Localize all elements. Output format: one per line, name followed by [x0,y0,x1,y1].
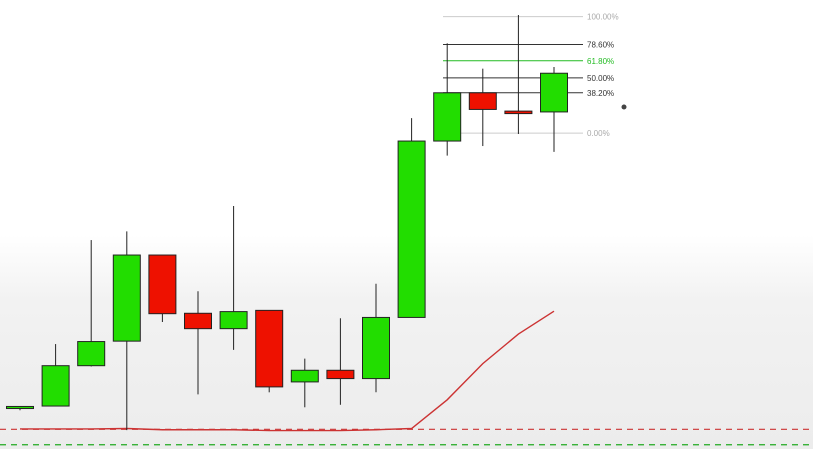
candle-10 [362,283,390,393]
candle-body-15 [540,72,568,113]
candle-8 [290,358,319,408]
candle-body-7 [255,309,284,388]
fib-level-label-5: 0.00% [587,129,610,138]
candle-body-11 [397,140,426,318]
candle-12 [433,43,462,156]
fib-level-label-4: 38.20% [587,89,614,98]
candles-group [6,15,568,431]
candle-9 [326,318,355,405]
fib-level-label-3: 50.00% [587,74,614,83]
candle-body-12 [433,92,462,142]
candle-1 [41,344,70,407]
indicator-line [20,310,555,432]
candle-body-10 [362,316,390,380]
candle-body-4 [148,254,177,315]
candle-body-5 [184,312,212,330]
indicator-group [0,310,813,446]
candle-body-9 [326,369,355,380]
candle-6 [219,205,248,350]
fib-level-label-1: 78.60% [587,41,614,50]
candle-body-0 [6,405,34,410]
candle-body-6 [219,311,248,330]
candle-body-1 [41,365,70,407]
candle-3 [112,231,141,431]
candle-body-14 [504,110,533,115]
candle-body-8 [290,369,319,383]
candle-2 [77,240,106,367]
candle-7 [255,309,284,393]
cursor-dot-icon [621,104,627,110]
cursor-group [621,104,627,110]
candle-body-13 [468,92,497,110]
candle-13 [468,68,497,147]
candle-5 [184,291,212,395]
fib-retracement-group: 100.00% 78.60% 61.80% 50.00% 38.20% 0.00% [443,13,619,138]
candle-4 [148,254,177,323]
candle-0 [6,405,34,411]
candle-11 [397,118,426,318]
candle-body-3 [112,254,141,342]
candle-15 [540,67,568,152]
fib-level-label-2: 61.80% [587,57,614,66]
candle-14 [504,15,533,134]
fib-level-label-0: 100.00% [587,13,619,22]
candle-body-2 [77,341,106,367]
